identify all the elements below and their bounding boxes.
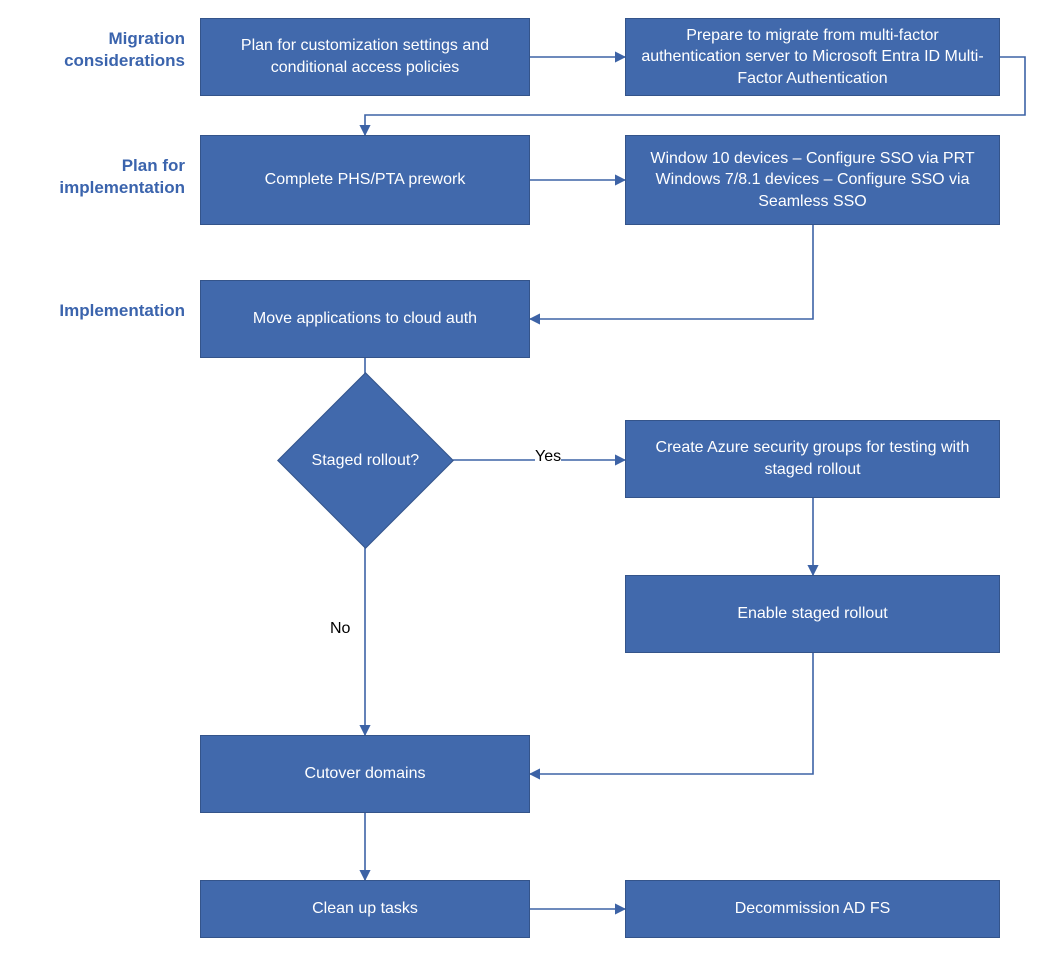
node-text: Create Azure security groups for testing… [638, 437, 987, 480]
section-label-text: Migrationconsiderations [64, 29, 185, 70]
edge-e9 [530, 653, 813, 774]
edge-label-text: No [330, 620, 350, 637]
node-cutover-domains: Cutover domains [200, 735, 530, 813]
section-label-plan: Plan forimplementation [25, 155, 185, 199]
section-label-migration: Migrationconsiderations [10, 28, 185, 72]
node-text: Prepare to migrate from multi-factor aut… [638, 25, 987, 90]
node-configure-sso: Window 10 devices – Configure SSO via PR… [625, 135, 1000, 225]
node-text: Window 10 devices – Configure SSO via PR… [638, 148, 987, 213]
node-staged-rollout-decision: Staged rollout? [277, 372, 454, 549]
node-decommission-adfs: Decommission AD FS [625, 880, 1000, 938]
node-text: Staged rollout? [311, 451, 419, 469]
node-text: Decommission AD FS [735, 898, 891, 920]
edge-label-yes: Yes [535, 448, 561, 466]
node-complete-phs-pta: Complete PHS/PTA prework [200, 135, 530, 225]
node-text: Enable staged rollout [737, 603, 887, 625]
node-text: Cutover domains [305, 763, 426, 785]
node-enable-staged-rollout: Enable staged rollout [625, 575, 1000, 653]
node-move-apps-cloud-auth: Move applications to cloud auth [200, 280, 530, 358]
edge-label-text: Yes [535, 448, 561, 465]
edge-label-no: No [330, 620, 350, 638]
node-prepare-mfa-migration: Prepare to migrate from multi-factor aut… [625, 18, 1000, 96]
node-text: Move applications to cloud auth [253, 308, 477, 330]
node-create-security-groups: Create Azure security groups for testing… [625, 420, 1000, 498]
node-text: Clean up tasks [312, 898, 418, 920]
node-plan-customization: Plan for customization settings and cond… [200, 18, 530, 96]
section-label-text: Plan forimplementation [59, 156, 185, 197]
node-clean-up-tasks: Clean up tasks [200, 880, 530, 938]
edge-e4 [530, 225, 813, 319]
section-label-implementation: Implementation [25, 300, 185, 322]
section-label-text: Implementation [59, 301, 185, 320]
node-text: Complete PHS/PTA prework [265, 169, 466, 191]
node-text: Plan for customization settings and cond… [213, 35, 517, 78]
